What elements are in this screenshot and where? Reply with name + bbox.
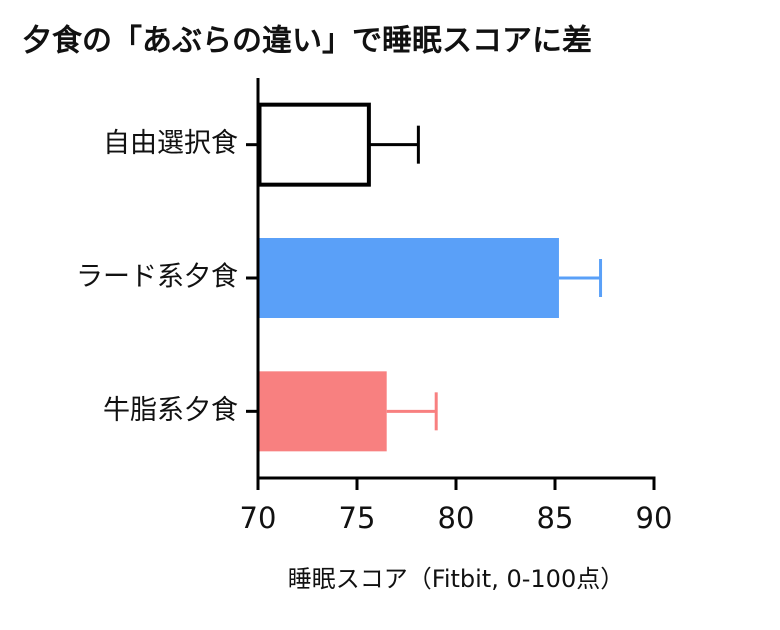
chart-title: 夕食の「あぶらの違い」で睡眠スコアに差 xyxy=(22,24,592,59)
y-tick-label: 自由選択食 xyxy=(103,128,238,159)
x-axis-title: 睡眠スコア（Fitbit, 0-100点） xyxy=(288,565,624,593)
y-tick-label: 牛脂系夕食 xyxy=(103,395,238,426)
x-tick-label: 90 xyxy=(636,501,673,535)
bar xyxy=(259,238,559,318)
x-tick-label: 70 xyxy=(240,501,277,535)
bar xyxy=(259,371,387,452)
y-tick-label: ラード系夕食 xyxy=(76,262,238,293)
x-tick-label: 80 xyxy=(438,501,475,535)
x-tick-label: 75 xyxy=(339,501,376,535)
x-tick-label: 85 xyxy=(537,501,574,535)
bar xyxy=(257,102,371,187)
